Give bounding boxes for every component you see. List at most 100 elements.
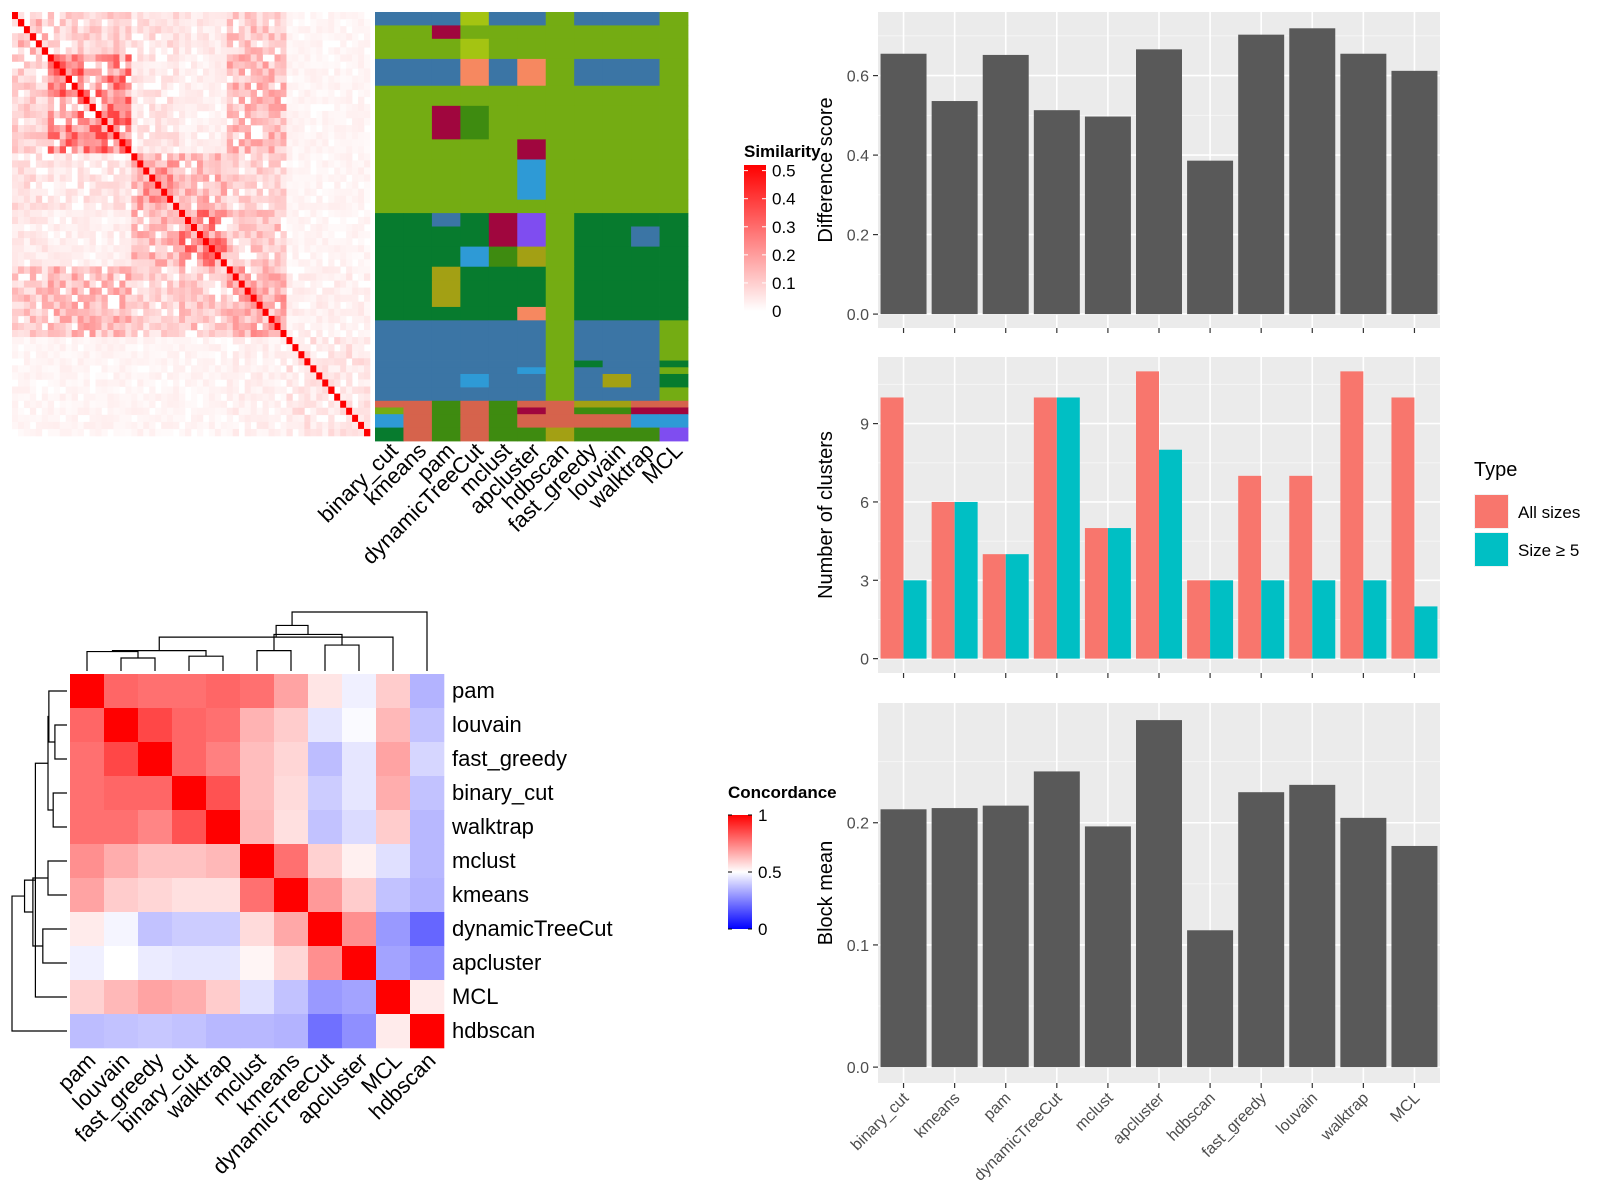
similarity-cell xyxy=(12,33,19,41)
similarity-cell xyxy=(274,266,281,274)
assignment-cell xyxy=(460,407,490,415)
similarity-cell xyxy=(316,153,323,161)
similarity-cell xyxy=(334,110,341,119)
similarity-cell xyxy=(220,386,228,394)
similarity-cell xyxy=(298,160,305,168)
similarity-cell xyxy=(214,231,222,239)
similarity-cell xyxy=(59,351,66,359)
similarity-cell xyxy=(280,47,287,55)
similarity-cell xyxy=(358,337,365,345)
similarity-cell xyxy=(119,414,126,423)
similarity-cell xyxy=(191,393,198,401)
similarity-cell xyxy=(298,315,305,324)
similarity-cell xyxy=(208,26,216,34)
similarity-cell xyxy=(12,400,19,409)
similarity-cell xyxy=(71,26,78,34)
assignment-cell xyxy=(545,199,575,214)
assignment-cell xyxy=(602,58,632,87)
bar xyxy=(982,805,1029,1068)
similarity-cell xyxy=(155,351,162,359)
similarity-cell xyxy=(65,231,72,239)
similarity-cell xyxy=(119,216,126,225)
similarity-cell xyxy=(143,146,150,154)
similarity-cell xyxy=(316,12,323,20)
similarity-cell xyxy=(208,33,216,41)
similarity-cell xyxy=(173,33,180,41)
similarity-cell xyxy=(316,202,323,211)
similarity-cell xyxy=(71,287,78,295)
similarity-cell xyxy=(328,118,335,126)
similarity-cell xyxy=(179,174,186,182)
similarity-cell xyxy=(161,188,168,197)
similarity-cell xyxy=(23,216,31,225)
x-tick-label: mclust xyxy=(1072,1089,1117,1134)
similarity-cell xyxy=(274,188,281,197)
concordance-cell xyxy=(206,708,241,743)
similarity-cell xyxy=(77,315,84,324)
assignment-cell xyxy=(659,280,689,308)
similarity-cell xyxy=(167,33,174,41)
similarity-cell xyxy=(59,132,66,140)
similarity-cell xyxy=(238,393,245,401)
similarity-cell xyxy=(292,167,299,175)
similarity-cell xyxy=(262,379,269,387)
similarity-cell xyxy=(119,40,126,48)
similarity-cell xyxy=(119,33,126,41)
similarity-cell xyxy=(167,294,174,303)
similarity-cell xyxy=(179,224,186,232)
similarity-cell xyxy=(286,280,293,288)
similarity-cell xyxy=(83,393,90,401)
similarity-cell xyxy=(250,12,257,20)
similarity-cell xyxy=(340,82,347,91)
assignment-cell xyxy=(631,58,660,87)
similarity-cell xyxy=(35,110,43,119)
similarity-cell xyxy=(256,54,263,62)
similarity-cell xyxy=(298,344,305,352)
similarity-cell xyxy=(95,379,102,387)
similarity-cell xyxy=(23,238,31,246)
similarity-cell xyxy=(244,188,251,197)
similarity-cell xyxy=(17,202,25,211)
similarity-cell xyxy=(274,40,281,48)
similarity-cell xyxy=(250,174,257,182)
similarity-cell xyxy=(214,47,222,55)
assignment-cell xyxy=(517,199,547,214)
similarity-cell xyxy=(53,40,61,48)
similarity-cell xyxy=(274,400,281,409)
similarity-cell xyxy=(119,110,126,119)
similarity-cell xyxy=(29,96,37,105)
similarity-cell xyxy=(167,330,174,338)
similarity-cell xyxy=(125,344,132,352)
similarity-cell xyxy=(71,266,78,274)
similarity-cell xyxy=(71,280,78,288)
left-dendrogram-branch xyxy=(52,792,67,828)
similarity-cell xyxy=(262,294,269,303)
similarity-cell xyxy=(256,96,263,105)
similarity-cell xyxy=(125,330,132,338)
similarity-cell xyxy=(328,174,335,182)
similarity-cell xyxy=(286,365,293,373)
similarity-cell xyxy=(47,110,55,119)
similarity-cell xyxy=(77,400,84,409)
similarity-cell xyxy=(77,379,84,387)
similarity-cell xyxy=(334,139,341,147)
similarity-cell xyxy=(155,118,162,126)
similarity-cell xyxy=(47,301,55,310)
similarity-cell xyxy=(268,195,275,204)
similarity-cell xyxy=(17,125,25,133)
similarity-cell xyxy=(137,82,144,91)
similarity-cell xyxy=(322,89,329,98)
similarity-cell xyxy=(352,33,359,41)
similarity-cell xyxy=(41,96,49,105)
similarity-cell xyxy=(113,96,120,105)
similarity-cell xyxy=(208,132,216,140)
similarity-cell xyxy=(262,259,269,267)
similarity-cell xyxy=(53,61,61,69)
similarity-cell xyxy=(107,75,114,83)
similarity-cell xyxy=(41,118,49,126)
similarity-cell xyxy=(256,202,263,211)
similarity-cell xyxy=(35,61,43,69)
similarity-cell xyxy=(131,308,138,317)
similarity-cell xyxy=(334,400,341,409)
similarity-cell xyxy=(256,280,263,288)
